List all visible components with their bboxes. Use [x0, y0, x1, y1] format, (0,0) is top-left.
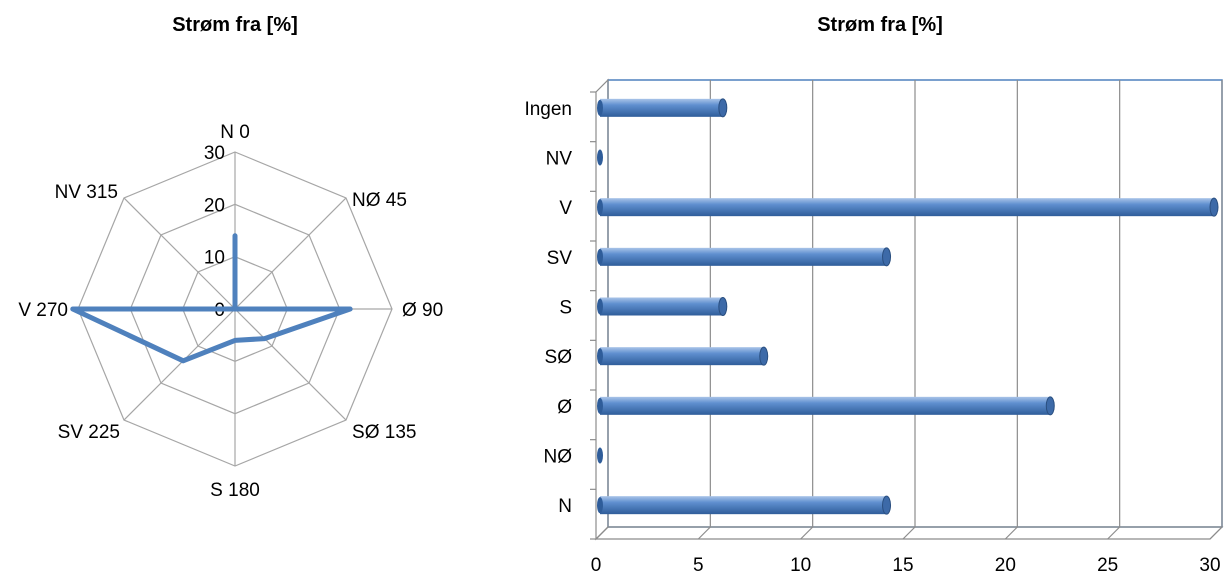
bar-category-label: V [559, 198, 572, 219]
bar-floor-tick [697, 526, 711, 540]
bar [600, 496, 887, 515]
bar-start-cap [597, 348, 603, 365]
bar-category-label: SØ [545, 347, 573, 368]
bar [600, 98, 723, 117]
bar [600, 247, 887, 266]
bar-start-cap [597, 497, 603, 514]
bar-end-cap [882, 495, 892, 515]
bar-category-label: NØ [544, 447, 573, 468]
bar-start-cap [597, 99, 603, 116]
bar-end-cap [759, 346, 769, 366]
bar [600, 347, 764, 366]
radar-chart-title: Strøm fra [%] [172, 14, 298, 36]
bar-bars [597, 98, 1219, 515]
bar-floor-tick [1209, 526, 1223, 540]
bar [600, 297, 723, 316]
bar-floor-tick [595, 526, 609, 540]
bar-floor-tick [800, 526, 814, 540]
bar-start-cap [597, 298, 603, 315]
radar-spoke [123, 197, 236, 310]
bar-category-label: SV [547, 248, 573, 269]
radar-series [70, 233, 353, 364]
radar-category-label: SØ 135 [352, 422, 416, 443]
radar-category-label: S 180 [210, 480, 260, 501]
bar-x-tick-label: 0 [591, 555, 602, 576]
bar-chart-title: Strøm fra [%] [817, 14, 943, 36]
radar-spoke [123, 308, 236, 421]
bar-start-cap [597, 397, 603, 414]
radar-spoke [234, 308, 347, 421]
bar-end-cap [1045, 396, 1055, 416]
bar-start-cap [597, 248, 603, 265]
radar-category-label: V 270 [18, 300, 68, 321]
bar [600, 396, 1051, 415]
bar-x-tick-label: 15 [892, 555, 913, 576]
radar-category-label: N 0 [220, 122, 250, 143]
bar-start-cap [597, 447, 603, 464]
radar-tick-label: 10 [204, 248, 225, 269]
bar-category-label: Ø [557, 397, 572, 418]
bar-x-tick-label: 30 [1199, 555, 1220, 576]
radar-category-label: Ø 90 [402, 300, 443, 321]
bar-category-label: Ingen [524, 99, 572, 120]
bar-x-tick-label: 5 [693, 555, 704, 576]
bar-end-cap [718, 297, 728, 316]
bar-x-tick-label: 10 [790, 555, 811, 576]
bar-category-label: S [559, 298, 572, 319]
radar-series-line [70, 233, 353, 364]
bar-category-label: N [558, 496, 572, 517]
bar-category-labels: N NØ Ø SØ S SV V NV Ingen [524, 99, 572, 517]
bar [600, 198, 1214, 217]
bar-floor-tick [1004, 526, 1018, 540]
bar-x-tick-labels: 0 5 10 15 20 25 30 [591, 555, 1221, 576]
bar-start-cap [597, 199, 603, 216]
radar-tick-label: 30 [204, 143, 225, 164]
radar-category-label: NØ 45 [352, 190, 407, 211]
bar-floor-tick [1107, 526, 1121, 540]
radar-category-labels: N 0 NØ 45 Ø 90 SØ 135 S 180 SV 225 V 270 NV 315 [18, 122, 443, 501]
radar-tick-label: 20 [204, 195, 225, 216]
bar-floor-tick [902, 526, 916, 540]
bar-x-tick-label: 20 [995, 555, 1016, 576]
bar-category-label: NV [546, 149, 573, 170]
radar-category-label: SV 225 [58, 422, 120, 443]
bar-end-cap [1209, 197, 1219, 217]
bar-x-tick-label: 25 [1097, 555, 1118, 576]
radar-spoke [234, 197, 347, 310]
radar-category-label: NV 315 [55, 182, 118, 203]
bar-end-cap [718, 98, 728, 118]
bar-start-cap [597, 149, 603, 166]
bar-end-cap [882, 247, 892, 267]
